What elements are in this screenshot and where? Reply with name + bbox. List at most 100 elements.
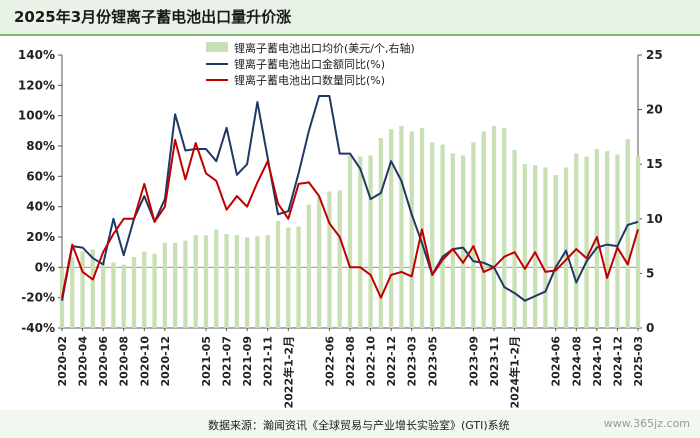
x-tick-label: 2024年1-2月	[508, 336, 522, 409]
left-tick-label: 40%	[26, 200, 55, 214]
left-tick-label: 60%	[26, 169, 55, 183]
left-tick-label: 140%	[18, 48, 55, 62]
price-bar	[90, 249, 96, 328]
watermark: www.365jz.com	[603, 417, 690, 430]
price-bar	[131, 257, 137, 328]
x-tick-label: 2022-06	[323, 336, 336, 387]
price-bar	[450, 153, 456, 328]
price-bar	[543, 167, 548, 328]
price-bar	[419, 128, 425, 328]
x-tick-label: 2024-06	[550, 336, 563, 387]
price-bar	[244, 237, 250, 328]
price-bar	[358, 156, 363, 328]
left-tick-label: 80%	[26, 139, 55, 153]
x-tick-label: 2021-09	[241, 336, 254, 387]
legend-label: 锂离子蓄电池出口金额同比(%)	[234, 57, 385, 71]
price-bar	[532, 165, 538, 328]
price-bar	[512, 150, 517, 328]
title-bar: 2025年3月份锂离子蓄电池出口量升价涨	[0, 0, 700, 34]
price-bar	[604, 151, 610, 328]
price-bar	[388, 129, 394, 328]
legend-swatch-bar	[206, 42, 228, 52]
price-bar	[214, 229, 219, 328]
left-tick-label: 20%	[26, 230, 55, 244]
right-tick-label: 10	[646, 212, 663, 226]
price-bar	[574, 153, 579, 328]
title-divider	[0, 34, 700, 36]
left-tick-label: -40%	[21, 321, 55, 335]
left-tick-label: 120%	[18, 78, 55, 92]
legend-label: 锂离子蓄电池出口均价(美元/个,右轴)	[234, 41, 415, 55]
x-tick-label: 2020-10	[138, 336, 151, 387]
price-bar	[183, 240, 188, 328]
price-bar	[193, 235, 198, 328]
price-bar	[615, 154, 620, 328]
price-bar	[563, 167, 569, 328]
left-tick-label: 100%	[18, 109, 55, 123]
x-tick-label: 2021-11	[262, 336, 275, 387]
price-bar	[275, 220, 281, 328]
price-bar	[337, 190, 342, 328]
price-bar	[316, 196, 322, 328]
price-bar	[553, 175, 558, 328]
x-tick-label: 2020-04	[77, 336, 90, 387]
price-bar	[481, 131, 486, 328]
x-tick-label: 2021-05	[200, 336, 213, 387]
price-bar	[80, 251, 85, 328]
legend-label: 锂离子蓄电池出口数量同比(%)	[234, 73, 385, 87]
x-tick-label: 2022-08	[344, 336, 357, 387]
price-bar	[306, 204, 312, 328]
volume-yoy-line	[61, 138, 639, 299]
price-bar	[203, 235, 209, 328]
price-bar	[460, 155, 466, 328]
price-bar	[142, 251, 147, 328]
source-bar: 数据来源：瀚闻资讯《全球贸易与产业增长实验室》(GTI)系统 www.365jz…	[0, 410, 700, 438]
x-tick-label: 2022-10	[365, 336, 378, 387]
x-tick-label: 2024-10	[591, 336, 604, 387]
x-tick-label: 2023-11	[488, 336, 501, 387]
price-bar	[111, 262, 116, 328]
price-bar	[584, 156, 589, 328]
x-tick-label: 2023-03	[406, 336, 419, 387]
left-tick-label: 0%	[35, 260, 55, 274]
price-bar	[347, 155, 353, 328]
price-bar	[409, 131, 414, 328]
price-bar	[430, 142, 435, 328]
right-tick-label: 15	[646, 157, 663, 171]
right-tick-label: 5	[646, 266, 654, 280]
x-tick-label: 2020-08	[118, 336, 131, 387]
x-tick-label: 2024-12	[611, 336, 624, 387]
price-bar	[172, 242, 178, 328]
price-bar	[70, 257, 75, 328]
price-bar	[286, 227, 291, 328]
x-tick-label: 2020-02	[56, 336, 69, 387]
x-tick-label: 2020-06	[97, 336, 110, 387]
x-tick-label: 2022-12	[385, 336, 398, 387]
price-bar	[224, 234, 229, 328]
price-bar	[471, 142, 476, 328]
price-bar	[368, 155, 373, 328]
price-bar	[121, 264, 126, 328]
price-bar	[100, 262, 106, 328]
x-tick-label: 2021-07	[221, 336, 234, 387]
price-bar	[635, 155, 641, 328]
price-bar	[327, 191, 332, 328]
price-bar	[234, 235, 240, 328]
price-bar	[265, 235, 270, 328]
price-bar	[296, 226, 301, 328]
price-bar	[502, 128, 507, 328]
x-tick-label: 2020-12	[159, 336, 172, 387]
price-bar	[522, 164, 528, 328]
x-tick-label: 2023-05	[426, 336, 439, 387]
x-tick-label: 2023-09	[467, 336, 480, 387]
price-bar	[162, 242, 168, 328]
right-tick-label: 25	[646, 48, 663, 62]
left-tick-label: -20%	[21, 291, 55, 305]
x-tick-label: 2024-08	[570, 336, 583, 387]
price-bar	[625, 139, 630, 328]
right-tick-label: 0	[646, 321, 654, 335]
price-bar	[378, 137, 384, 328]
chart: 140% 120% 100% 80% 60% 40% 20% 0% -20% -40% 25 20 15…	[18, 41, 663, 409]
x-tick-label: 2025-03	[632, 336, 645, 387]
source-note: 数据来源：瀚闻资讯《全球贸易与产业增长实验室》(GTI)系统	[208, 419, 510, 432]
